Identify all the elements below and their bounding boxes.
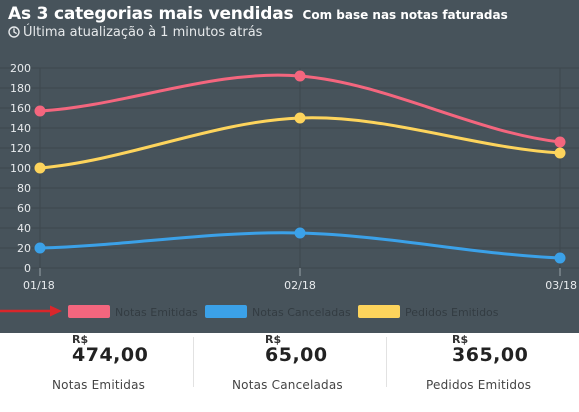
chart-subtitle: Com base nas notas faturadas (302, 8, 508, 22)
data-point (294, 112, 306, 124)
y-tick-label: 200 (10, 62, 31, 75)
x-axis-ticks: 01/18 02/18 03/18 (23, 268, 577, 292)
total-notas-canceladas: R$ 65,00 Notas Canceladas (193, 333, 386, 412)
y-axis-ticks: 0 20 40 60 80 100 120 140 160 180 200 (10, 62, 31, 275)
x-tick-label: 03/18 (545, 279, 577, 292)
data-point (294, 70, 306, 82)
x-tick-label: 01/18 (23, 279, 55, 292)
grid-lines (0, 67, 579, 275)
data-point (34, 162, 46, 174)
y-tick-label: 140 (10, 122, 31, 135)
last-update: Última atualização à 1 minutos atrás (8, 25, 262, 40)
total-value: 365,00 (452, 344, 529, 366)
y-tick-label: 120 (10, 142, 31, 155)
total-label: Notas Emitidas (52, 378, 146, 392)
y-tick-label: 60 (17, 202, 31, 215)
legend-label: Pedidos Emitidos (405, 306, 499, 319)
data-point (554, 136, 566, 148)
total-label: Notas Canceladas (232, 378, 343, 392)
legend-swatch (68, 305, 110, 318)
clock-icon (8, 26, 20, 38)
legend-swatch (358, 305, 400, 318)
legend-label: Notas Emitidas (115, 306, 198, 319)
total-currency: R$ (72, 333, 89, 346)
data-point (554, 147, 566, 159)
title-row: As 3 categorias mais vendidas Com base n… (8, 4, 508, 24)
total-currency: R$ (452, 333, 469, 346)
total-label: Pedidos Emitidos (426, 378, 532, 392)
chart-title: As 3 categorias mais vendidas (8, 4, 294, 24)
y-tick-label: 0 (24, 262, 31, 275)
last-update-text: Última atualização à 1 minutos atrás (23, 25, 263, 40)
data-point (294, 227, 306, 239)
data-point (554, 252, 566, 264)
y-tick-label: 100 (10, 162, 31, 175)
arrow-head (50, 305, 62, 317)
y-tick-label: 20 (17, 242, 31, 255)
total-value: 474,00 (72, 344, 149, 366)
totals-row: R$ 474,00 Notas Emitidas R$ 65,00 Notas … (0, 333, 579, 412)
data-point (34, 105, 46, 117)
legend-label: Notas Canceladas (252, 306, 351, 319)
total-currency: R$ (265, 333, 282, 346)
total-pedidos-emitidos: R$ 365,00 Pedidos Emitidos (386, 333, 579, 412)
y-tick-label: 40 (17, 222, 31, 235)
total-value: 65,00 (265, 344, 328, 366)
y-tick-label: 180 (10, 82, 31, 95)
total-notas-emitidas: R$ 474,00 Notas Emitidas (0, 333, 193, 412)
data-point (34, 242, 46, 254)
x-tick-label: 02/18 (284, 279, 316, 292)
y-tick-label: 80 (17, 182, 31, 195)
legend: Notas Emitidas Notas Canceladas Pedidos Em… (68, 305, 499, 319)
y-tick-label: 160 (10, 102, 31, 115)
legend-swatch (205, 305, 247, 318)
series-lines (34, 70, 566, 264)
chart-area: 0 20 40 60 80 100 120 140 160 180 200 01/18 02/18 03… (0, 62, 579, 319)
annotation-arrow (0, 305, 62, 317)
chart-panel (0, 0, 579, 333)
